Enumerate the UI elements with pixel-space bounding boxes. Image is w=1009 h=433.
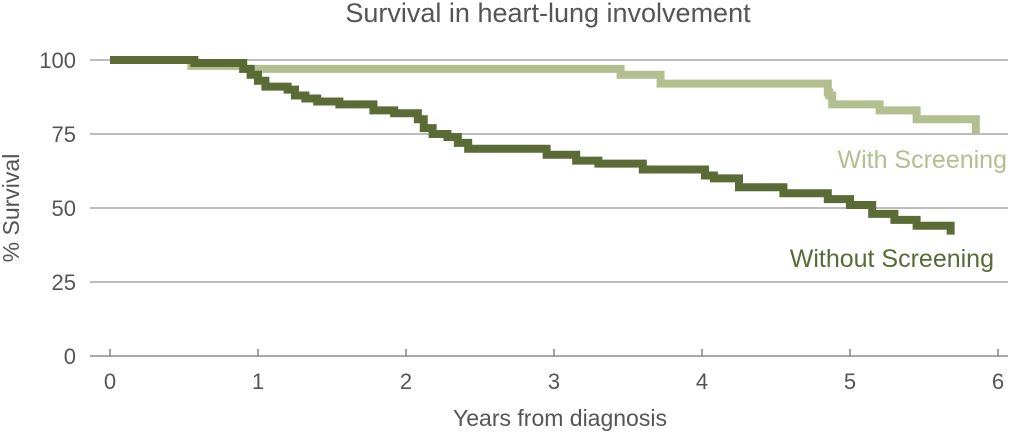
x-tick-label-3: 3 bbox=[548, 369, 560, 394]
x-tick-label-1: 1 bbox=[252, 369, 264, 394]
x-tick-label-4: 4 bbox=[696, 369, 708, 394]
y-tick-label-25: 25 bbox=[52, 270, 76, 295]
x-axis-title: Years from diagnosis bbox=[453, 405, 667, 431]
series-label-with-screening: With Screening bbox=[837, 146, 1007, 174]
y-tick-label-50: 50 bbox=[52, 196, 76, 221]
x-tick-label-2: 2 bbox=[400, 369, 412, 394]
series-line-without-screening bbox=[110, 56, 955, 235]
y-tick-label-100: 100 bbox=[39, 48, 76, 73]
chart-title: Survival in heart-lung involvement bbox=[345, 0, 751, 28]
y-axis: 0 25 50 75 100 bbox=[39, 48, 76, 369]
y-tick-label-75: 75 bbox=[52, 122, 76, 147]
x-tick-label-6: 6 bbox=[992, 369, 1004, 394]
series-label-without-screening: Without Screening bbox=[790, 245, 994, 273]
x-axis: 0 1 2 3 4 5 6 bbox=[90, 349, 1008, 394]
x-tick-label-0: 0 bbox=[104, 369, 116, 394]
x-tick-label-5: 5 bbox=[844, 369, 856, 394]
series-layer bbox=[110, 56, 980, 235]
y-axis-title: % Survival bbox=[0, 154, 24, 263]
y-tick-label-0: 0 bbox=[64, 344, 76, 369]
